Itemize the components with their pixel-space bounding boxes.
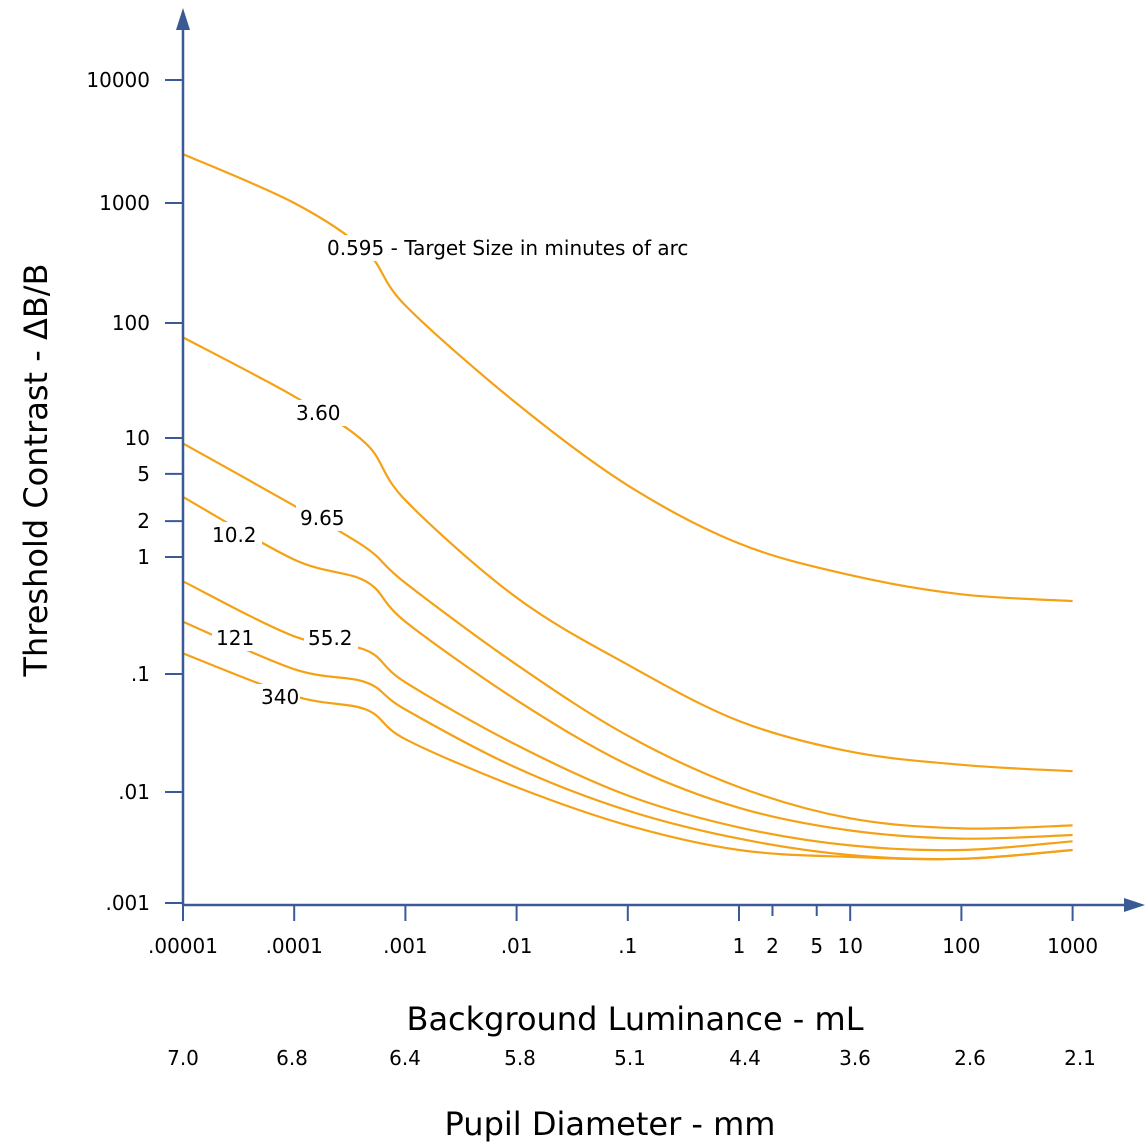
curve-label: 55.2 — [308, 626, 353, 650]
curve-labels-group: 0.595 - Target Size in minutes of arc 3.6… — [208, 235, 768, 710]
pupil-diameter-value: 2.1 — [1064, 1046, 1096, 1070]
curve-10-2 — [182, 495, 1073, 840]
y-tick-label: 2 — [137, 509, 150, 533]
y-tick-label: 100 — [112, 311, 150, 335]
curve-label-bg — [323, 235, 768, 261]
pupil-diameter-value: 3.6 — [839, 1046, 871, 1070]
x-ticks-group: .00001 .0001 .001 .01 .1 1 2 5 10 100 1000 — [148, 905, 1098, 958]
curve-label-bg — [292, 400, 346, 426]
pupil-diameter-value: 5.1 — [614, 1046, 646, 1070]
curve-label: 0.595 - Target Size in minutes of arc — [327, 236, 688, 260]
x-tick-label: 2 — [766, 934, 779, 958]
y-ticks-group: .001 .01 .1 1 2 5 10 100 1000 10000 — [86, 68, 183, 915]
y-axis-title: Threshold Contrast - ΔB/B — [17, 263, 55, 677]
curve-121 — [182, 620, 1073, 861]
x-tick-label: .01 — [501, 934, 533, 958]
curve-label: 121 — [216, 626, 254, 650]
curve-label-bg — [212, 625, 255, 651]
pupil-diameter-value: 6.4 — [389, 1046, 421, 1070]
curve-label-bg — [208, 522, 262, 548]
x-tick-label: 100 — [942, 934, 980, 958]
x-tick-label: 10 — [837, 934, 862, 958]
x-tick-label: .1 — [618, 934, 637, 958]
y-tick-label: .001 — [105, 891, 150, 915]
x-axis-title: Background Luminance - mL — [406, 1000, 863, 1038]
curve-0-595 — [182, 153, 1073, 603]
y-axis-arrow — [176, 8, 190, 30]
pupil-diameter-value: 5.8 — [504, 1046, 536, 1070]
x-tick-label: .001 — [383, 934, 428, 958]
y-tick-label: .1 — [131, 662, 150, 686]
pupil-diameter-value: 6.8 — [276, 1046, 308, 1070]
curve-label: 3.60 — [296, 401, 341, 425]
y-tick-label: 10000 — [86, 68, 150, 92]
pupil-diameter-value: 2.6 — [954, 1046, 986, 1070]
curve-label-bg — [257, 684, 300, 710]
pupil-diameter-value: 4.4 — [729, 1046, 761, 1070]
y-tick-label: 5 — [137, 462, 150, 486]
x-tick-label: 1 — [733, 934, 746, 958]
curve-label: 340 — [261, 685, 299, 709]
y-tick-label: 1 — [137, 545, 150, 569]
curve-label-bg — [296, 505, 350, 531]
x-tick-label: 5 — [810, 934, 823, 958]
curve-label: 10.2 — [212, 523, 257, 547]
y-tick-label: .01 — [118, 780, 150, 804]
pupil-diameter-value: 7.0 — [167, 1046, 199, 1070]
y-tick-label: 1000 — [99, 191, 150, 215]
curve-label-bg — [304, 625, 358, 651]
curve-label: 9.65 — [300, 506, 345, 530]
x-tick-label: .0001 — [266, 934, 323, 958]
x-tick-label: 1000 — [1047, 934, 1098, 958]
secondary-x-axis-title: Pupil Diameter - mm — [445, 1105, 776, 1143]
x-tick-label: .00001 — [148, 934, 218, 958]
pupil-diameter-row: 7.0 6.8 6.4 5.8 5.1 4.4 3.6 2.6 2.1 — [167, 1046, 1096, 1070]
x-axis-arrow — [1124, 898, 1145, 912]
axes-group — [176, 8, 1145, 912]
curve-340 — [182, 652, 1073, 861]
y-tick-label: 10 — [125, 426, 150, 450]
